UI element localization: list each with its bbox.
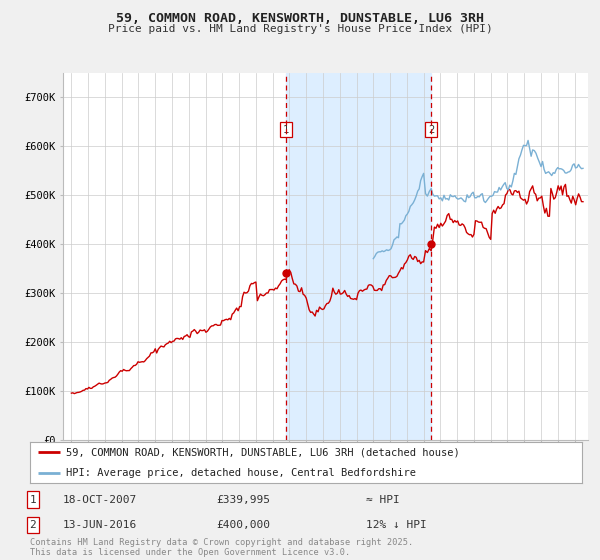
Text: 1: 1	[283, 125, 289, 134]
Text: HPI: Average price, detached house, Central Bedfordshire: HPI: Average price, detached house, Cent…	[66, 468, 416, 478]
Text: 12% ↓ HPI: 12% ↓ HPI	[366, 520, 427, 530]
Text: £339,995: £339,995	[216, 494, 270, 505]
Text: 2: 2	[428, 125, 434, 134]
Text: Contains HM Land Registry data © Crown copyright and database right 2025.
This d: Contains HM Land Registry data © Crown c…	[30, 538, 413, 557]
Text: Price paid vs. HM Land Registry's House Price Index (HPI): Price paid vs. HM Land Registry's House …	[107, 24, 493, 34]
Text: 2: 2	[29, 520, 37, 530]
Text: 59, COMMON ROAD, KENSWORTH, DUNSTABLE, LU6 3RH: 59, COMMON ROAD, KENSWORTH, DUNSTABLE, L…	[116, 12, 484, 25]
Text: 59, COMMON ROAD, KENSWORTH, DUNSTABLE, LU6 3RH (detached house): 59, COMMON ROAD, KENSWORTH, DUNSTABLE, L…	[66, 447, 460, 458]
Text: 1: 1	[29, 494, 37, 505]
Text: £400,000: £400,000	[216, 520, 270, 530]
Text: ≈ HPI: ≈ HPI	[366, 494, 400, 505]
Text: 18-OCT-2007: 18-OCT-2007	[63, 494, 137, 505]
Text: 13-JUN-2016: 13-JUN-2016	[63, 520, 137, 530]
Bar	[286, 73, 431, 440]
